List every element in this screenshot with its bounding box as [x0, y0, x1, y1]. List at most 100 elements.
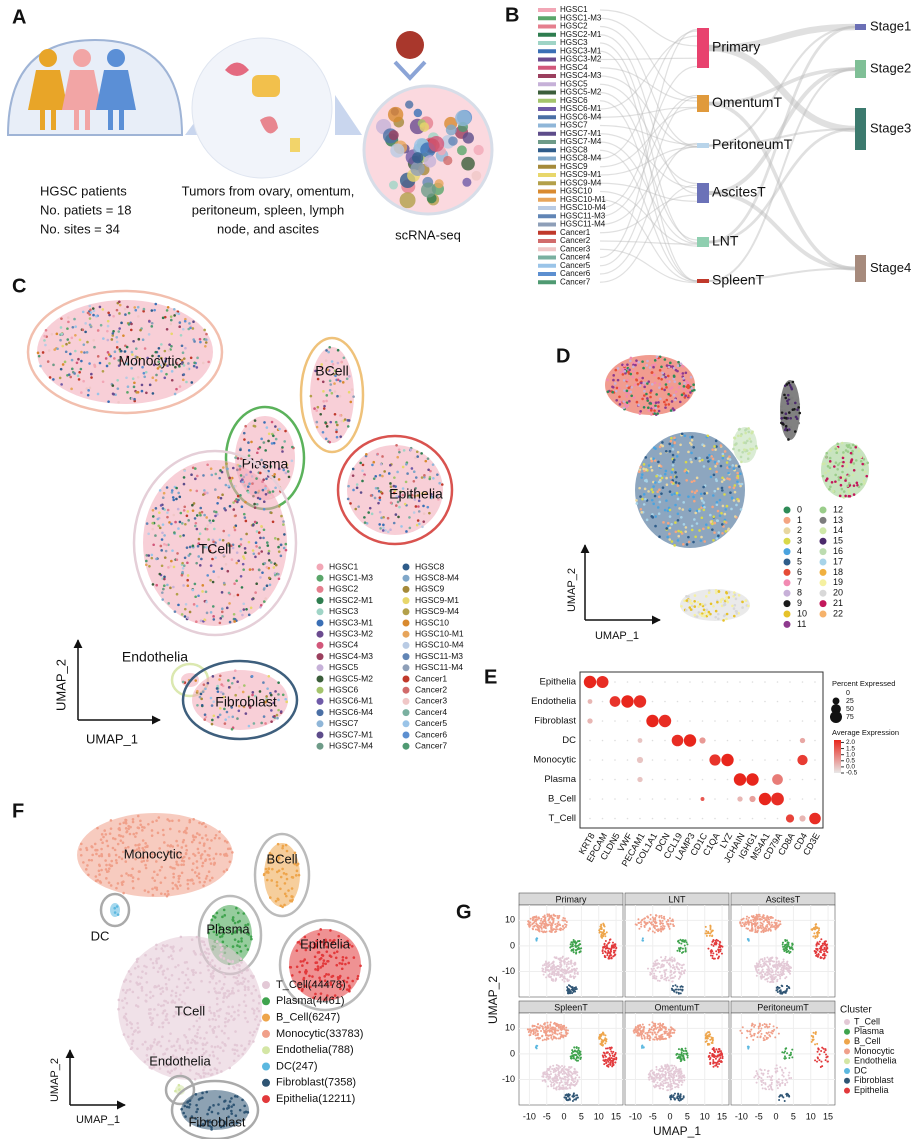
cell-dot: [728, 478, 731, 481]
cell-dot: [204, 1043, 207, 1046]
cell-dot: [217, 991, 220, 995]
cell-dot: [325, 982, 328, 986]
cell-dot: [133, 1030, 136, 1033]
cell-dot: [563, 960, 566, 963]
cell-dot: [711, 457, 715, 461]
cell-dot: [550, 930, 553, 933]
cell-dot: [234, 976, 238, 979]
cell-dot: [669, 974, 672, 977]
cell-dot: [689, 391, 692, 394]
cell-dot: [555, 965, 558, 968]
cell-dot: [670, 493, 674, 496]
cell-dot: [726, 457, 730, 460]
cell-dot: [230, 1097, 233, 1100]
cell-dot: [549, 975, 552, 978]
cell-dot: [163, 892, 167, 896]
cell-dot: [125, 830, 128, 834]
cell-dot: [126, 1035, 130, 1039]
cell-dot: [572, 948, 575, 951]
cell-dot: [111, 392, 115, 396]
cell-dot: [440, 483, 444, 486]
cell-dot: [348, 989, 351, 993]
cell-dot: [709, 612, 712, 616]
cell-dot: [619, 400, 622, 404]
cell-dot: [409, 448, 413, 452]
cell-dot: [645, 363, 649, 367]
cell-dot: [122, 980, 126, 983]
cell-dot: [170, 370, 174, 373]
cell-dot: [544, 966, 547, 969]
cell-dot: [222, 972, 225, 976]
label: D: [556, 345, 570, 367]
bg-dot: [714, 739, 716, 742]
label: Cancer3: [560, 244, 591, 253]
cell-dot: [545, 930, 548, 933]
cell-dot: [325, 349, 328, 352]
bg-dot: [739, 720, 741, 722]
cell-dot: [161, 316, 165, 320]
cell-dot: [233, 526, 236, 529]
cell-dot: [399, 490, 402, 494]
cell-dot: [132, 339, 135, 343]
cell-dot: [218, 836, 221, 840]
cell-dot: [362, 475, 366, 478]
label: Endothelia: [531, 696, 577, 707]
cell-dot: [226, 959, 230, 962]
label: Plasma(4461): [276, 995, 344, 1007]
cell-dot: [830, 481, 834, 484]
expression-dot: [596, 676, 609, 688]
cell-dot: [247, 933, 251, 936]
cell-dot: [263, 872, 266, 876]
cell-dot: [237, 1013, 240, 1017]
cell-dot: [201, 1091, 204, 1095]
cell-dot: [665, 476, 668, 480]
cell-dot: [257, 447, 260, 451]
cell-dot: [194, 521, 198, 525]
bg-dot: [801, 720, 804, 722]
cell-dot: [202, 545, 206, 549]
cell-icon: [448, 136, 458, 146]
cell-dot: [308, 974, 311, 978]
cell-dot: [233, 921, 237, 925]
cell-dot: [285, 894, 288, 898]
cell-dot: [825, 455, 828, 459]
flow: [599, 9, 698, 47]
bg-dot: [614, 681, 616, 683]
cell-dot: [198, 1025, 201, 1029]
cell-dot: [170, 973, 174, 977]
cell-dot: [254, 555, 257, 559]
label: HGSC5-M2: [560, 88, 602, 97]
cell-dot: [653, 409, 656, 412]
cell-dot: [644, 497, 647, 501]
cell-dot: [352, 395, 355, 398]
cell-dot: [182, 989, 186, 993]
bg-dot: [814, 720, 816, 722]
cell-dot: [345, 988, 349, 991]
label: 0.0: [846, 764, 855, 771]
cell-dot: [167, 955, 171, 959]
cell-dot: [104, 859, 107, 862]
cell-dot: [239, 474, 243, 477]
cell-dot: [666, 380, 669, 383]
cell-dot: [285, 872, 288, 876]
cell-dot: [195, 1041, 199, 1045]
cell-dot: [157, 354, 161, 358]
cell-dot: [398, 450, 401, 454]
cell-dot: [572, 939, 575, 942]
cell-dot: [615, 386, 619, 390]
cell-dot: [531, 927, 534, 930]
cell-dot: [674, 481, 678, 484]
cell-dot: [177, 1083, 181, 1087]
site-node: [697, 28, 709, 68]
cell-dot: [794, 415, 798, 419]
cell-dot: [683, 944, 686, 947]
cell-dot: [110, 338, 114, 341]
cell-dot: [246, 948, 250, 951]
cell-dot: [166, 515, 169, 519]
cell-dot: [267, 576, 271, 580]
cell-dot: [282, 872, 286, 875]
cell-dot: [702, 608, 706, 612]
cell-dot: [182, 863, 186, 866]
cell-dot: [384, 529, 387, 532]
cell-dot: [328, 389, 332, 392]
